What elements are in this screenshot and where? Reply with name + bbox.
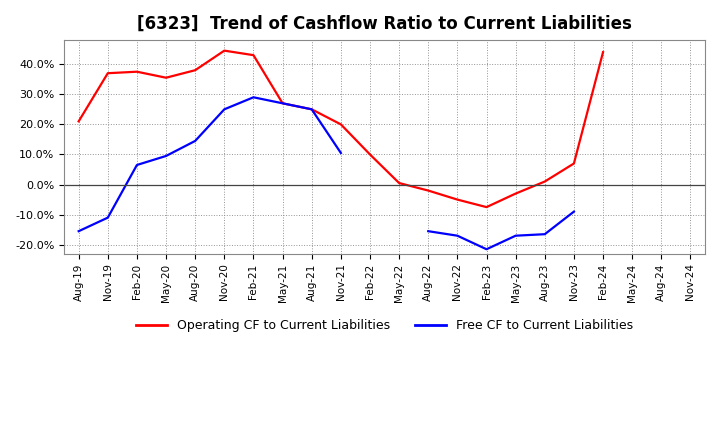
Free CF to Current Liabilities [74,228,83,234]
Free CF to Current Liabilities [307,106,316,112]
Line: Operating CF to Current Liabilities: Operating CF to Current Liabilities [78,51,603,207]
Free CF to Current Liabilities [132,162,141,168]
Free CF to Current Liabilities [336,150,345,156]
Operating CF to Current Liabilities [307,106,316,112]
Legend: Operating CF to Current Liabilities, Free CF to Current Liabilities: Operating CF to Current Liabilities, Fre… [130,314,639,337]
Free CF to Current Liabilities [249,95,258,100]
Operating CF to Current Liabilities [395,180,403,186]
Operating CF to Current Liabilities [132,69,141,74]
Title: [6323]  Trend of Cashflow Ratio to Current Liabilities: [6323] Trend of Cashflow Ratio to Curren… [137,15,632,33]
Free CF to Current Liabilities [162,153,171,158]
Operating CF to Current Liabilities [162,75,171,81]
Operating CF to Current Liabilities [511,191,520,196]
Free CF to Current Liabilities [191,138,199,143]
Line: Free CF to Current Liabilities: Free CF to Current Liabilities [78,97,341,231]
Operating CF to Current Liabilities [249,52,258,58]
Operating CF to Current Liabilities [599,50,608,55]
Operating CF to Current Liabilities [541,179,549,184]
Free CF to Current Liabilities [278,101,287,106]
Operating CF to Current Liabilities [570,161,578,166]
Operating CF to Current Liabilities [278,101,287,106]
Free CF to Current Liabilities [104,215,112,220]
Operating CF to Current Liabilities [191,68,199,73]
Free CF to Current Liabilities [220,106,229,112]
Operating CF to Current Liabilities [336,122,345,127]
Operating CF to Current Liabilities [482,205,491,210]
Operating CF to Current Liabilities [366,152,374,157]
Operating CF to Current Liabilities [453,197,462,202]
Operating CF to Current Liabilities [74,119,83,124]
Operating CF to Current Liabilities [104,70,112,76]
Operating CF to Current Liabilities [220,48,229,53]
Operating CF to Current Liabilities [424,188,433,193]
